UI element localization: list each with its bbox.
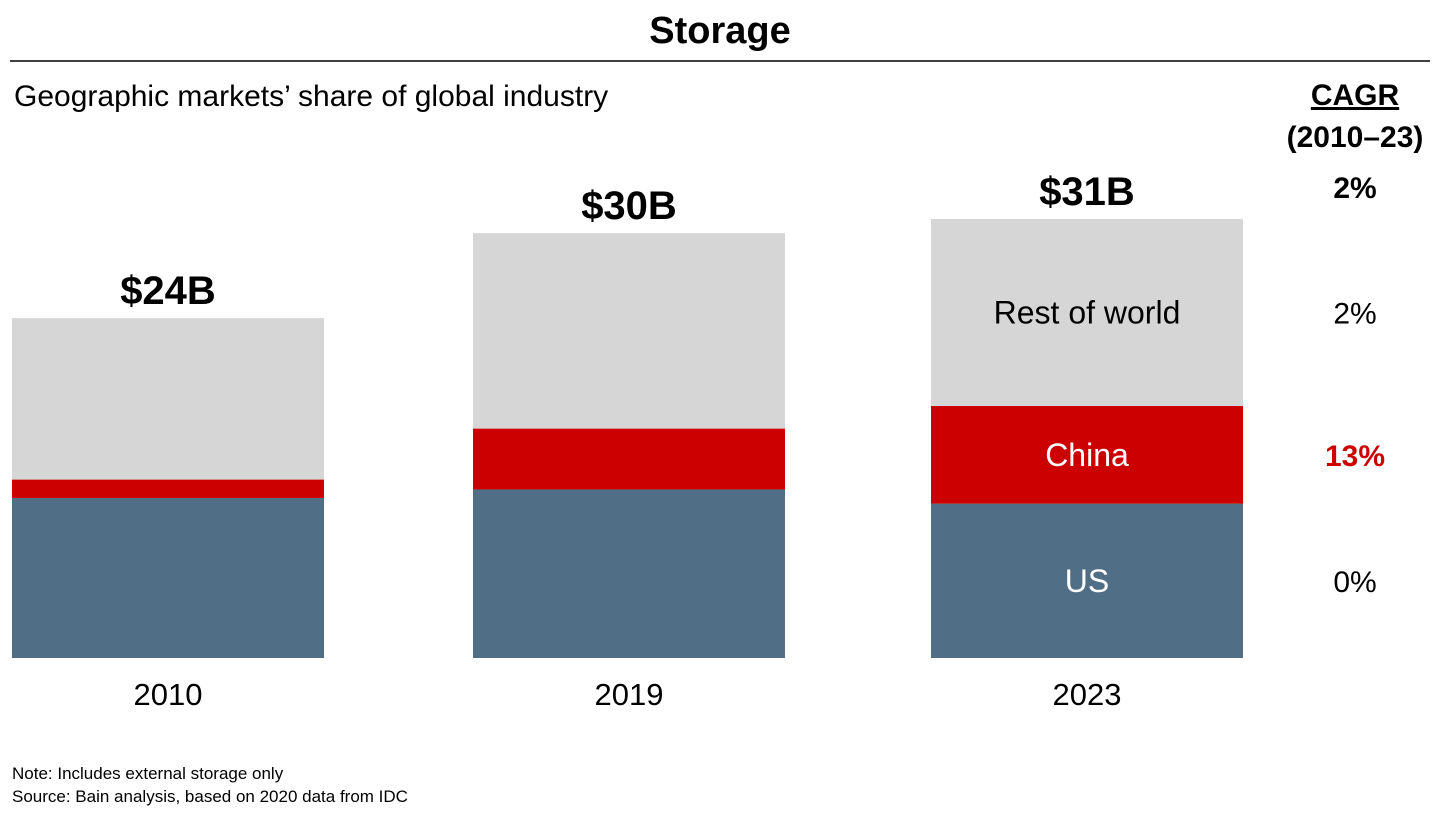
total-label-2019: $30B — [581, 184, 677, 228]
cagr-value-us: 0% — [1333, 566, 1376, 599]
note-text: Note: Includes external storage only — [12, 764, 284, 783]
x-tick-label-2019: 2019 — [595, 677, 664, 712]
total-label-2023: $31B — [1039, 170, 1135, 214]
bar-segment-rest-of-world-2010 — [12, 318, 324, 480]
bar-segment-china-2019 — [473, 428, 785, 490]
bar-segment-rest-of-world-2023 — [931, 219, 1243, 406]
cagr-value-china: 13% — [1325, 440, 1385, 473]
segment-label-us: US — [1065, 563, 1109, 599]
chart-subtitle: Geographic markets’ share of global indu… — [14, 80, 608, 113]
x-tick-label-2010: 2010 — [134, 677, 203, 712]
bar-segment-us-2010 — [12, 497, 324, 658]
cagr-header: CAGR — [1311, 79, 1400, 112]
bar-segment-china-2010 — [12, 479, 324, 498]
cagr-value-rest-of-world: 2% — [1333, 297, 1376, 330]
cagr-period: (2010–23) — [1287, 121, 1424, 154]
bar-segment-china-2023 — [931, 405, 1243, 504]
chart-title: Storage — [649, 10, 790, 52]
bar-segment-rest-of-world-2019 — [473, 233, 785, 429]
bar-segment-us-2023 — [931, 503, 1243, 658]
segment-label-china: China — [1045, 437, 1129, 473]
bar-segment-us-2019 — [473, 489, 785, 658]
x-tick-label-2023: 2023 — [1053, 677, 1122, 712]
total-label-2010: $24B — [120, 269, 216, 313]
source-text: Source: Bain analysis, based on 2020 dat… — [12, 787, 408, 806]
segment-label-rest-of-world: Rest of world — [994, 294, 1181, 330]
cagr-total: 2% — [1333, 172, 1376, 205]
